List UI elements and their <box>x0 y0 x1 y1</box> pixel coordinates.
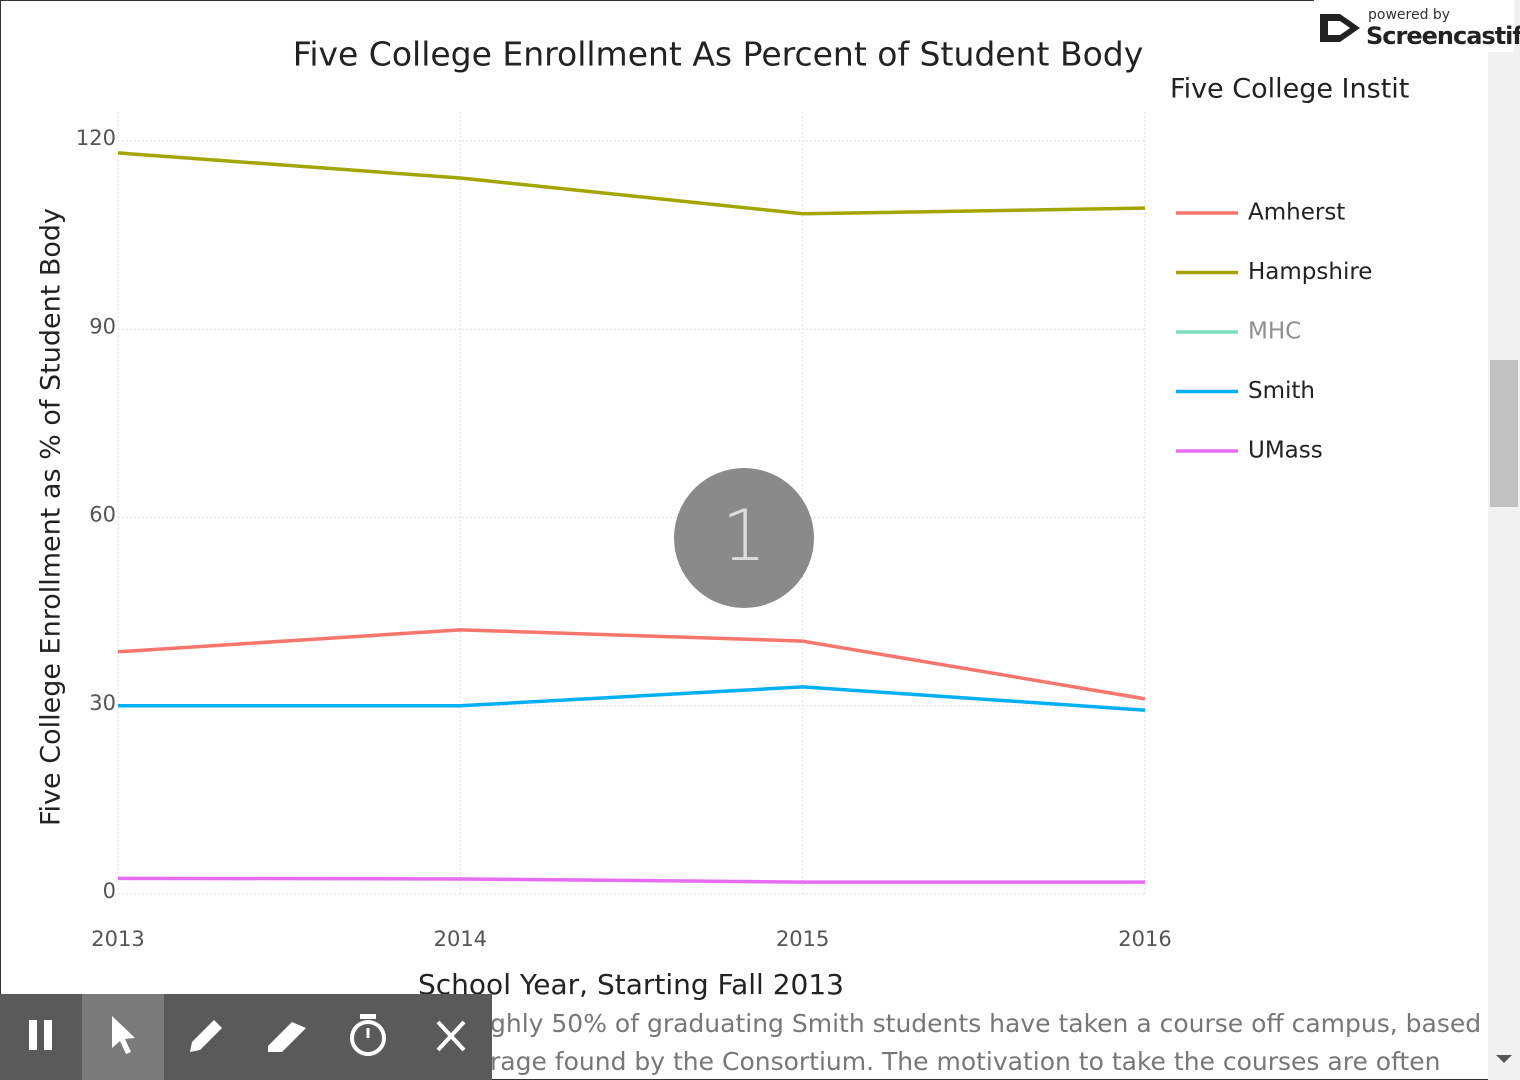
tool-eraser[interactable] <box>268 1022 306 1052</box>
legend-label: Smith <box>1248 378 1315 404</box>
tool-cursor[interactable] <box>112 1016 135 1054</box>
y-tick-label: 60 <box>89 503 116 527</box>
toolbar <box>0 994 492 1080</box>
legend-label: MHC <box>1248 319 1301 345</box>
paragraph-line: rage found by the Consortium. The motiva… <box>490 1047 1440 1076</box>
tool-timer[interactable] <box>350 1020 386 1056</box>
legend-label: Amherst <box>1248 200 1345 226</box>
legend-label: Hampshire <box>1248 259 1372 285</box>
tool-close[interactable] <box>436 1020 466 1052</box>
y-tick-label: 30 <box>89 691 116 715</box>
series-line <box>117 628 1146 701</box>
counter-circle <box>674 468 814 608</box>
series-line <box>118 685 1146 712</box>
legend-title: Five College Instit <box>1170 74 1409 105</box>
scrollbar-thumb[interactable] <box>1490 360 1518 507</box>
click-counter: 1 <box>674 468 814 608</box>
scroll-down[interactable] <box>1496 1055 1512 1063</box>
legend-label: UMass <box>1248 438 1323 464</box>
y-tick-label: 0 <box>103 879 116 903</box>
series-line <box>117 876 1145 884</box>
tool-pen[interactable] <box>190 1020 222 1052</box>
x-tick-label: 2016 <box>1118 927 1171 951</box>
tool-timer-top <box>360 1014 376 1019</box>
y-axis-title: Five College Enrollment as % of Student … <box>36 208 67 826</box>
scrollbar-track[interactable] <box>1488 0 1520 1080</box>
x-tick-label: 2014 <box>434 927 487 951</box>
chart-title: Five College Enrollment As Percent of St… <box>293 35 1144 74</box>
x-tick-label: 2015 <box>776 927 829 951</box>
branding-line2: Screencastify <box>1366 22 1520 50</box>
paragraph: ghly 50% of graduating Smith students ha… <box>490 1009 1481 1076</box>
branding: powered by Screencastify <box>1314 0 1520 52</box>
toolbar-bg <box>0 994 492 1080</box>
plot: 0 30 60 90 120 2013 2014 2015 2016 Amherst Hampshi… <box>76 112 1372 951</box>
x-tick-label: 2013 <box>91 927 144 951</box>
series-line <box>117 151 1146 216</box>
branding-line1: powered by <box>1368 7 1450 23</box>
branding-logo <box>1320 14 1360 42</box>
paragraph-line: ghly 50% of graduating Smith students ha… <box>490 1009 1481 1038</box>
counter-number: 1 <box>722 495 767 577</box>
tool-pause-bar <box>44 1020 52 1050</box>
y-tick-label: 120 <box>76 126 116 150</box>
tool-pause[interactable] <box>29 1020 37 1050</box>
y-tick-label: 90 <box>89 314 116 338</box>
